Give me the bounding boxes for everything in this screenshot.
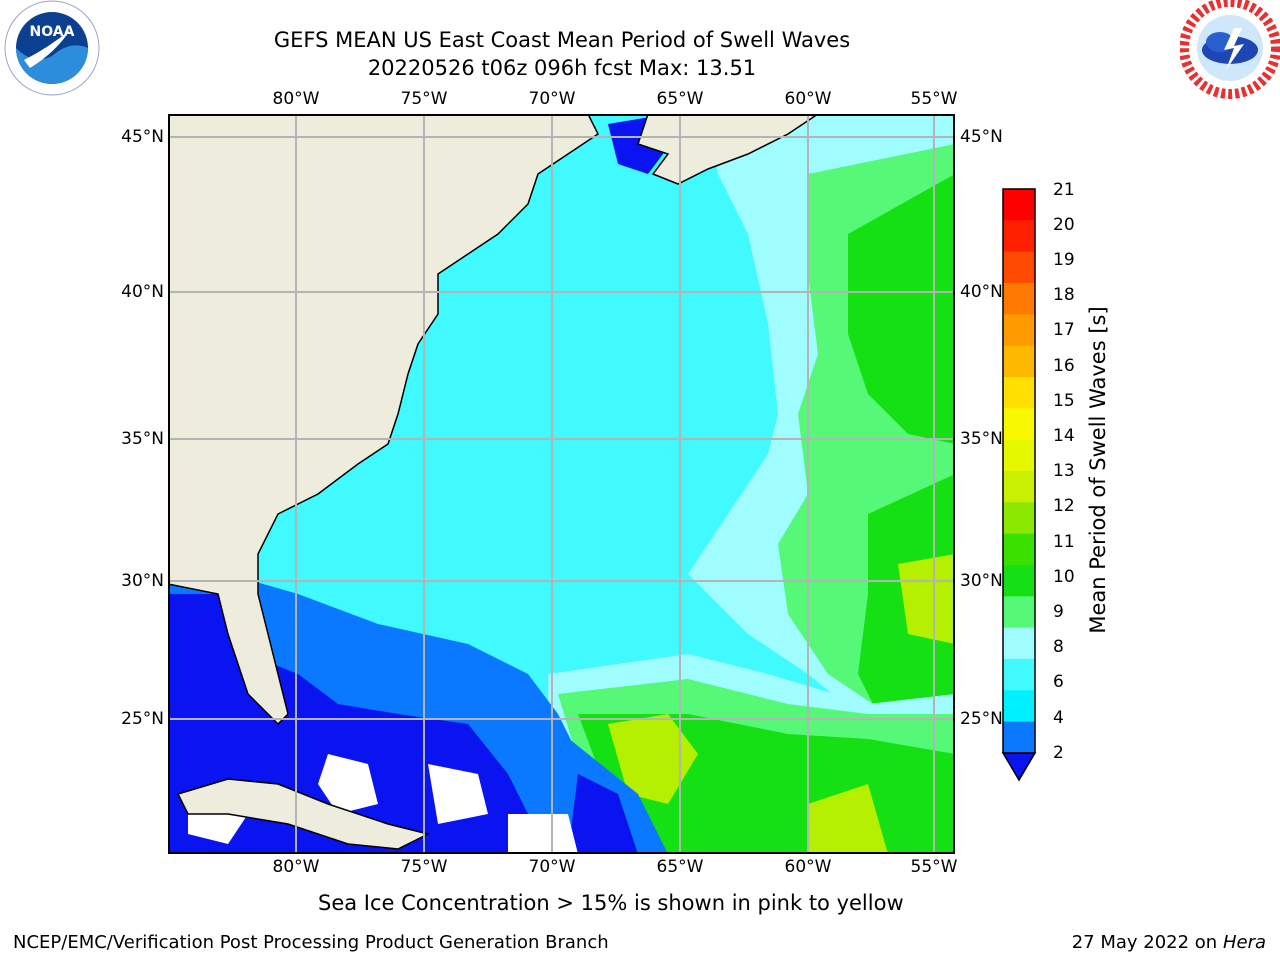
lat-label-right: 35°N [960, 429, 1003, 449]
map-title: GEFS MEAN US East Coast Mean Period of S… [273, 28, 851, 52]
colorbar-tick: 9 [1053, 602, 1064, 622]
colorbar-tick: 2 [1053, 743, 1064, 763]
lon-label-top: 65°W [656, 89, 704, 109]
date-stamp: 27 May 2022 on Hera [1072, 932, 1266, 953]
lat-label-right: 45°N [960, 127, 1003, 147]
lon-label-bottom: 55°W [910, 857, 958, 877]
colorbar-tick: 13 [1053, 461, 1075, 481]
lat-label-left: 30°N [121, 571, 164, 591]
colorbar-band [1003, 314, 1035, 347]
date-text: 27 May 2022 on [1071, 932, 1218, 953]
colorbar-band [1003, 721, 1035, 754]
colorbar-band [1003, 189, 1035, 221]
lon-label-top: 60°W [784, 89, 832, 109]
lat-label-right: 30°N [960, 571, 1003, 591]
colorbar-band [1003, 377, 1035, 409]
map-subtitle: 20220526 t06z 096h fcst Max: 13.51 [367, 56, 757, 80]
credit-text: NCEP/EMC/Verification Post Processing Pr… [13, 932, 609, 953]
colorbar-band [1003, 220, 1035, 253]
lon-label-bottom: 65°W [656, 857, 704, 877]
lat-label-left: 45°N [121, 127, 164, 147]
lon-label-top: 70°W [528, 89, 576, 109]
lat-label-right: 40°N [960, 282, 1003, 302]
colorbar-tick: 11 [1053, 532, 1075, 552]
nws-logo [1180, 0, 1280, 99]
colorbar-band [1003, 345, 1035, 378]
colorbar-tick: 8 [1053, 637, 1064, 657]
colorbar-tick: 20 [1053, 215, 1075, 235]
colorbar-band [1003, 690, 1035, 723]
lon-label-bottom: 70°W [528, 857, 576, 877]
lon-label-bottom: 75°W [400, 857, 448, 877]
sea-ice-note: Sea Ice Concentration > 15% is shown in … [318, 891, 904, 915]
colorbar-band [1003, 627, 1035, 660]
noaa-logo: NOAA [4, 0, 100, 96]
colorbar-tick: 18 [1053, 285, 1075, 305]
colorbar-band [1003, 439, 1035, 472]
lon-label-bottom: 60°W [784, 857, 832, 877]
machine-name: Hera [1222, 932, 1266, 953]
lon-label-bottom: 80°W [272, 857, 320, 877]
colorbar-label: Mean Period of Swell Waves [s] [1086, 306, 1110, 634]
lat-label-right: 25°N [960, 709, 1003, 729]
lon-label-top: 80°W [272, 89, 320, 109]
lat-label-left: 40°N [121, 282, 164, 302]
colorbar-band [1003, 533, 1035, 566]
colorbar-tick: 10 [1053, 567, 1075, 587]
colorbar-band [1003, 502, 1035, 535]
lon-label-top: 75°W [400, 89, 448, 109]
lat-label-left: 25°N [121, 709, 164, 729]
colorbar-tick: 6 [1053, 672, 1064, 692]
colorbar-tick: 17 [1053, 320, 1075, 340]
colorbar-band [1003, 471, 1035, 503]
colorbar-tick: 16 [1053, 356, 1075, 376]
colorbar [1001, 188, 1037, 782]
colorbar-tick: 15 [1053, 391, 1075, 411]
colorbar-band [1003, 408, 1035, 441]
colorbar-band [1003, 283, 1035, 315]
colorbar-tick: 4 [1053, 708, 1064, 728]
colorbar-tick: 21 [1053, 180, 1075, 200]
colorbar-band [1003, 565, 1035, 597]
lat-label-left: 35°N [121, 429, 164, 449]
swell-period-map [168, 114, 955, 854]
noaa-logo-text: NOAA [30, 24, 75, 40]
colorbar-band [1003, 659, 1035, 691]
colorbar-band [1003, 251, 1035, 284]
colorbar-tick: 14 [1053, 426, 1075, 446]
colorbar-band [1003, 596, 1035, 629]
colorbar-tick: 19 [1053, 250, 1075, 270]
lon-label-top: 55°W [910, 89, 958, 109]
colorbar-tick: 12 [1053, 496, 1075, 516]
